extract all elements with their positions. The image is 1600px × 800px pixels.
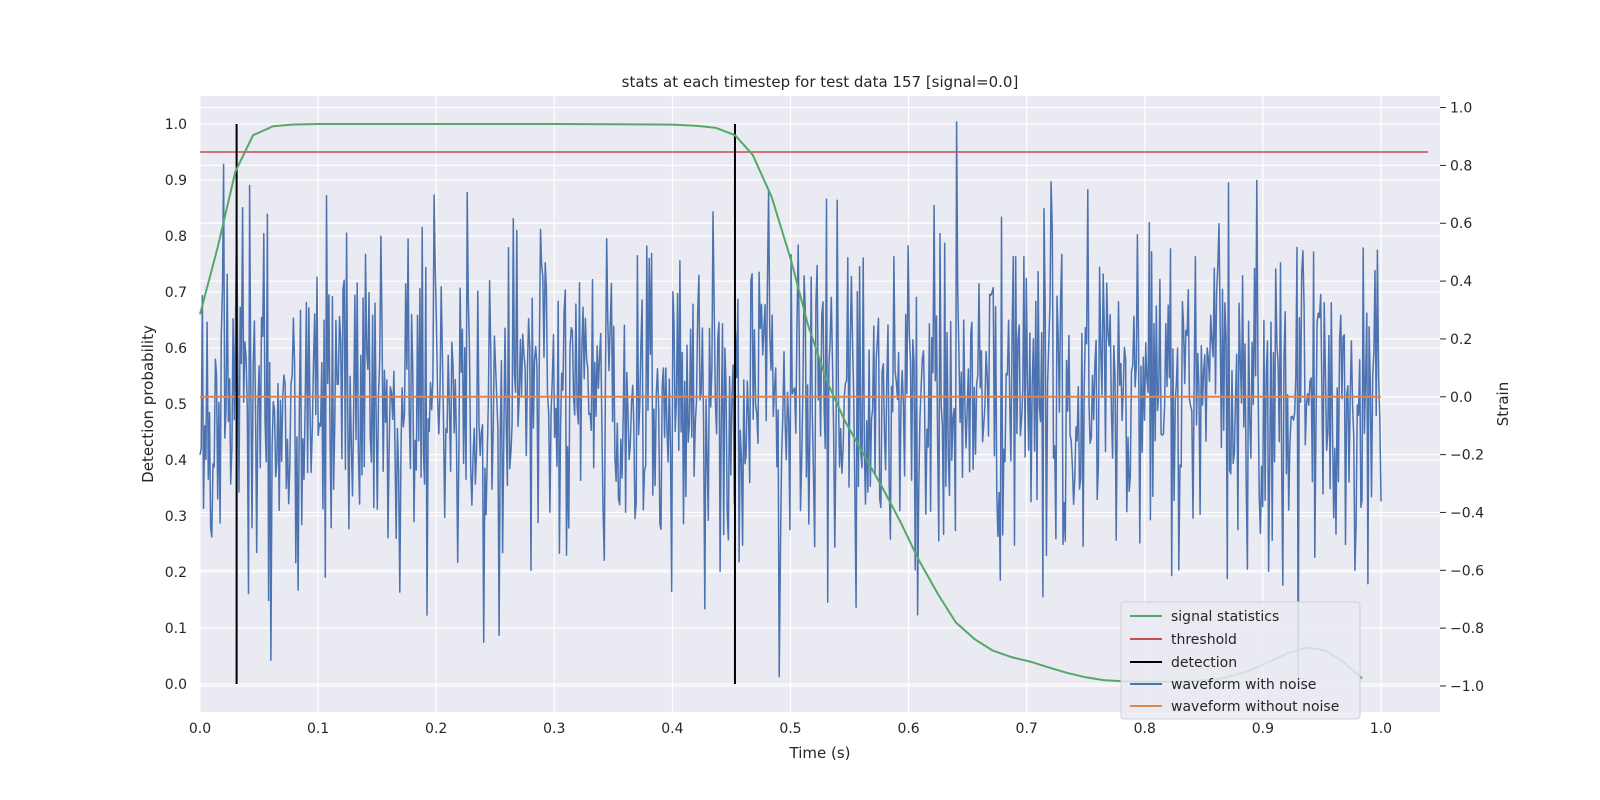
x-axis-label: Time (s) xyxy=(789,744,851,762)
y2-tick-label: 0.0 xyxy=(1450,390,1472,406)
y2-tick-label: −0.8 xyxy=(1450,621,1484,637)
x-tick-label: 0.7 xyxy=(1016,721,1038,737)
y-tick-label: 0.8 xyxy=(165,229,187,245)
legend: signal statistics threshold detection wa… xyxy=(1120,601,1361,720)
y2-tick-label: −0.2 xyxy=(1450,448,1484,464)
y2-tick-label: 0.4 xyxy=(1450,274,1472,290)
series-layer xyxy=(199,121,1429,687)
y-tick-label: 0.5 xyxy=(165,397,187,413)
y-tick-label: 0.1 xyxy=(165,621,187,637)
x-tick-label: 0.4 xyxy=(661,721,683,737)
x-tick-label: 0.8 xyxy=(1134,721,1156,737)
legend-label-waveform-with-noise: waveform with noise xyxy=(1171,677,1316,693)
y2-tick-label: −0.4 xyxy=(1450,505,1484,521)
legend-box xyxy=(1120,601,1361,720)
y-tick-label: 0.6 xyxy=(165,341,187,357)
y2-tick-label: 1.0 xyxy=(1450,101,1472,117)
y-tick-label: 0.7 xyxy=(165,285,187,301)
y2-tick-label: −1.0 xyxy=(1450,679,1484,695)
y2-tick-label: 0.2 xyxy=(1450,332,1472,348)
y-tick-label: 1.0 xyxy=(165,117,187,133)
y-tick-label: 0.3 xyxy=(165,509,187,525)
x-tick-label: 0.0 xyxy=(189,721,211,737)
chart-title: stats at each timestep for test data 157… xyxy=(622,73,1019,91)
y2-axis-label: Strain xyxy=(1494,382,1512,426)
x-tick-label: 1.0 xyxy=(1370,721,1392,737)
x-tick-label: 0.6 xyxy=(897,721,919,737)
y2-tick-label: 0.6 xyxy=(1450,216,1472,232)
legend-label-waveform-without-noise: waveform without noise xyxy=(1171,699,1339,715)
x-tick-label: 0.9 xyxy=(1252,721,1274,737)
y2-tick-label: 0.8 xyxy=(1450,158,1472,174)
y-tick-label: 0.2 xyxy=(165,565,187,581)
y-ticks: 0.0 0.1 0.2 0.3 0.4 0.5 0.6 0.7 0.8 0.9 1.0 xyxy=(165,117,187,693)
y2-ticks: −1.0 −0.8 −0.6 −0.4 −0.2 0.0 0.2 0.4 0.6 0.8 1.0 xyxy=(1440,101,1484,695)
x-tick-label: 0.2 xyxy=(425,721,447,737)
y2-tick-label: −0.6 xyxy=(1450,563,1484,579)
y-tick-label: 0.4 xyxy=(165,453,187,469)
y-axis-label: Detection probability xyxy=(139,325,157,483)
y-tick-label: 0.0 xyxy=(165,677,187,693)
legend-label-signal-statistics: signal statistics xyxy=(1171,609,1279,625)
x-tick-label: 0.1 xyxy=(307,721,329,737)
legend-label-threshold: threshold xyxy=(1171,632,1237,648)
x-tick-label: 0.5 xyxy=(779,721,801,737)
x-tick-label: 0.3 xyxy=(543,721,565,737)
series-waveform-with-noise xyxy=(199,121,1382,687)
legend-label-detection: detection xyxy=(1171,655,1237,671)
y-tick-label: 0.9 xyxy=(165,173,187,189)
x-ticks: 0.0 0.1 0.2 0.3 0.4 0.5 0.6 0.7 0.8 0.9 1.0 xyxy=(189,721,1392,737)
